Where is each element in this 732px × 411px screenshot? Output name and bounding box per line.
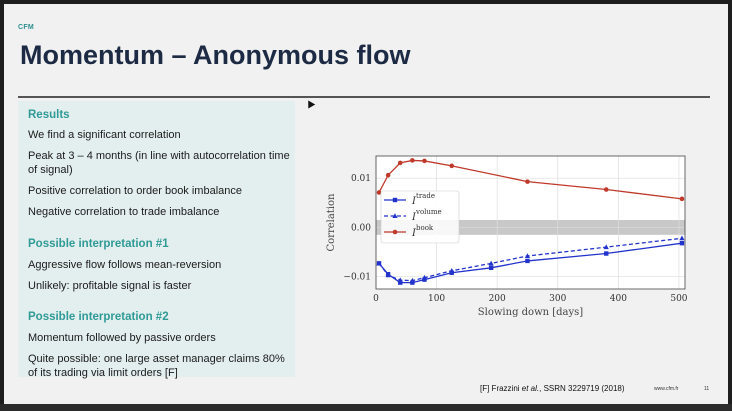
data-point-circle (603, 187, 609, 192)
footer-ref-prefix: [F] Frazzini (480, 384, 522, 393)
data-point-circle (422, 158, 427, 164)
data-point-circle (679, 196, 685, 202)
series-line-volume (378, 237, 683, 282)
legend-box (380, 190, 460, 244)
footer-ref-suffix: , SSRN 3229719 (2018) (539, 384, 625, 393)
y-tick-label: 0.01 (351, 174, 371, 184)
data-point-circle (385, 172, 391, 178)
data-point-triangle (397, 277, 403, 283)
data-point-triangle (409, 277, 415, 283)
data-point-circle (397, 160, 403, 166)
legend-label: I (411, 228, 417, 239)
interp2-item-1: Momentum followed by passive orders (28, 332, 216, 344)
interp2-heading: Possible interpretation #2 (28, 311, 169, 323)
data-point-triangle (679, 235, 685, 241)
legend-label-superscript: volume (415, 208, 442, 216)
legend-label: I (411, 196, 417, 207)
data-point-square (392, 197, 398, 203)
footer-url: www.cfm.fr (654, 386, 679, 392)
x-tick-label: 300 (549, 294, 566, 304)
data-point-triangle (449, 267, 455, 273)
x-tick-label: 0 (373, 294, 379, 304)
data-point-square (488, 265, 494, 271)
results-heading: Results (28, 109, 70, 121)
data-point-circle (449, 163, 455, 169)
plot-frame (375, 155, 686, 290)
footer-ref-italic: et al. (521, 384, 540, 393)
title-divider (18, 96, 710, 98)
correlation-chart: −0.01 0.00 0.01 0 100 200 300 400 500 Slowing dow… (316, 144, 701, 329)
interp2-item-2: Quite possible: one large asset manager … (28, 353, 285, 379)
x-tick-label: 200 (489, 294, 506, 304)
data-point-square (679, 240, 685, 246)
data-point-circle (525, 179, 530, 184)
data-point-triangle (392, 213, 398, 218)
x-axis-label: Slowing down [days] (478, 307, 583, 318)
data-point-circle (392, 229, 398, 235)
video-control-bar (0, 404, 732, 411)
results-item-1: We find a significant correlation (28, 129, 181, 141)
legend-label-superscript: book (416, 224, 434, 232)
data-point-triangle (524, 253, 531, 258)
mouse-cursor-icon (304, 98, 316, 109)
data-point-circle (376, 190, 382, 195)
interp1-item-2: Unlikely: profitable signal is faster (28, 280, 192, 292)
data-point-triangle (603, 244, 609, 250)
data-point-square (525, 258, 530, 264)
results-item-3: Positive correlation to order book imbal… (28, 185, 243, 197)
series-line-trade (378, 242, 683, 284)
x-tick-label: 500 (670, 294, 687, 304)
y-tick-label: 0.00 (351, 223, 371, 233)
data-point-triangle (421, 274, 428, 280)
chart-svg: −0.01 0.00 0.01 0 100 200 300 400 500 Slowing dow… (326, 155, 688, 318)
interp1-item-1: Aggressive flow follows mean-reversion (28, 259, 222, 271)
data-point-circle (410, 158, 415, 163)
legend-label: I (411, 212, 417, 223)
data-point-triangle (488, 260, 494, 266)
y-axis-label: Correlation (326, 193, 337, 252)
slide: CFM Momentum – Anonymous flow Results We… (4, 4, 728, 404)
data-point-triangle (385, 272, 391, 278)
page-number: 11 (704, 386, 710, 392)
data-point-triangle (376, 260, 382, 266)
data-point-square (398, 280, 403, 285)
footer-reference: [F] Frazzini et al., SSRN 3229719 (2018) (480, 384, 625, 393)
x-tick-label: 100 (428, 294, 445, 304)
brand-logo: CFM (18, 24, 35, 31)
x-tick-label: 400 (610, 294, 627, 304)
interp1-heading: Possible interpretation #1 (28, 238, 169, 250)
results-item-4: Negative correlation to trade imbalance (28, 206, 220, 218)
results-item-2: Peak at 3 – 4 months (in line with autoc… (28, 150, 290, 176)
legend-label-superscript: trade (416, 192, 435, 200)
data-point-square (604, 251, 609, 256)
y-tick-label: −0.01 (343, 273, 371, 283)
slide-title: Momentum – Anonymous flow (20, 40, 411, 70)
text-panel: Results We find a significant correlatio… (18, 101, 295, 379)
